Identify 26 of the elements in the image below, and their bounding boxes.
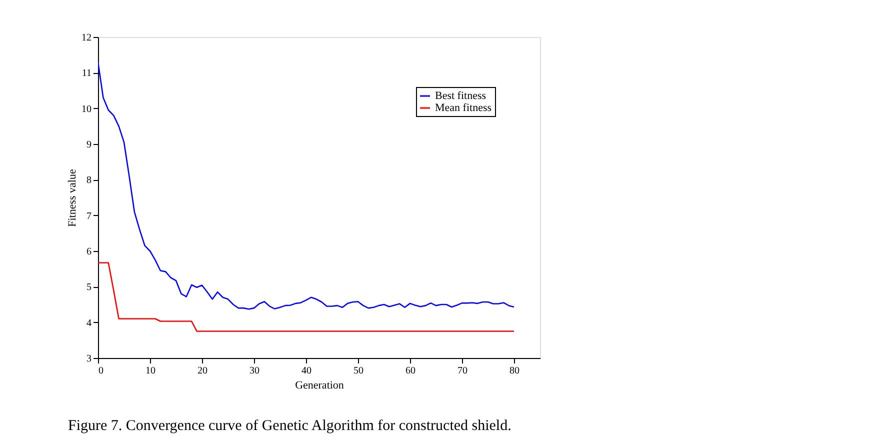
y-tick-label: 7 xyxy=(86,210,92,222)
x-tick-label: 50 xyxy=(354,366,364,376)
y-axis-title: Fitness value xyxy=(66,169,78,227)
x-axis-title: Generation xyxy=(295,380,344,392)
y-tick-label: 10 xyxy=(82,104,92,115)
x-tick-label: 30 xyxy=(250,366,260,376)
y-tick-label: 4 xyxy=(86,318,92,329)
legend-label: Mean fitness xyxy=(435,102,492,114)
x-tick-label: 10 xyxy=(146,366,156,376)
line-series xyxy=(98,262,515,332)
x-tick-label: 40 xyxy=(302,366,312,376)
x-tick-label: 80 xyxy=(510,366,520,376)
y-tick-label: 6 xyxy=(86,246,92,258)
y-tick-label: 3 xyxy=(86,354,92,364)
x-tick-label: 20 xyxy=(198,366,208,376)
x-tick-label: 60 xyxy=(406,366,416,376)
line-series xyxy=(98,61,515,310)
y-tick-label: 9 xyxy=(86,140,92,150)
x-tick-label: 0 xyxy=(98,366,104,376)
caption: Figure 7. Convergence curve of Genetic Algorithm for constructed shield. xyxy=(68,418,512,434)
y-tick-label: 11 xyxy=(82,68,92,80)
y-tick-label: 12 xyxy=(82,32,92,44)
y-tick-label: 5 xyxy=(86,282,92,294)
legend-label: Best fitness xyxy=(435,90,486,102)
y-tick-label: 8 xyxy=(86,175,92,186)
x-tick-label: 70 xyxy=(458,366,468,376)
